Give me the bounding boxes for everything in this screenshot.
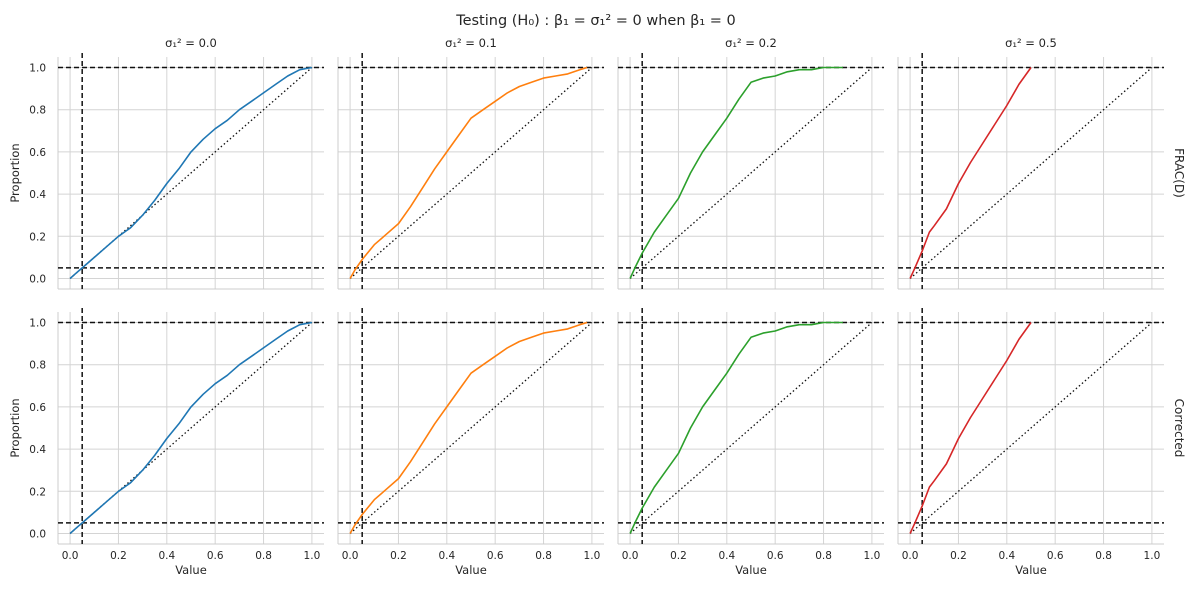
row-label: Corrected — [1172, 399, 1186, 458]
series-line — [349, 321, 588, 534]
panel-r0-c2: σ₁² = 0.2 — [617, 36, 884, 290]
x-tick-label: 1.0 — [304, 550, 321, 562]
y-tick-label: 0.8 — [29, 360, 46, 372]
diagonal-reference-line — [909, 67, 1153, 279]
column-title: σ₁² = 0.1 — [445, 36, 497, 50]
y-tick-label: 0.2 — [29, 231, 46, 243]
x-tick-label: 0.4 — [998, 550, 1015, 562]
diagonal-reference-line — [909, 322, 1153, 534]
panel-r0-c1: σ₁² = 0.1 — [337, 36, 604, 290]
row-label: FRAC(D) — [1172, 148, 1186, 198]
x-tick-label: 0.6 — [207, 550, 224, 562]
column-title: σ₁² = 0.0 — [165, 36, 217, 50]
y-tick-label: 0.8 — [29, 105, 46, 117]
y-tick-label: 1.0 — [29, 318, 46, 330]
series-line — [69, 321, 313, 535]
x-tick-label: 0.0 — [902, 550, 919, 562]
y-tick-label: 1.0 — [29, 63, 46, 75]
x-tick-label: 0.4 — [718, 550, 735, 562]
x-tick-label: 0.4 — [438, 550, 455, 562]
y-axis-label: Proportion — [8, 398, 22, 457]
diagonal-reference-line — [349, 67, 593, 279]
x-tick-label: 0.6 — [487, 550, 504, 562]
panel-r1-c2: 0.0 0.2 0.4 0.6 0.8 1.0 Value — [617, 308, 884, 577]
x-tick-label: 0.0 — [622, 550, 639, 562]
x-axis-label: Value — [735, 563, 767, 577]
x-tick-label: 0.6 — [1047, 550, 1064, 562]
x-tick-label: 0.2 — [390, 550, 407, 562]
x-tick-label: 0.6 — [767, 550, 784, 562]
diagonal-reference-line — [629, 322, 873, 534]
y-tick-label: 0.4 — [29, 444, 46, 456]
x-tick-label: 1.0 — [1144, 550, 1161, 562]
y-axis-label: Proportion — [8, 143, 22, 202]
x-tick-label: 1.0 — [584, 550, 601, 562]
y-tick-label: 0.0 — [29, 273, 46, 285]
y-tick-label: 0.4 — [29, 189, 46, 201]
x-tick-label: 0.8 — [815, 550, 832, 562]
panels-layer: 0.0 0.2 0.4 0.6 0.8 1.0 Proportion σ₁² = 0.0 σ₁²… — [8, 36, 1186, 577]
series-line — [69, 66, 313, 280]
x-tick-label: 0.8 — [535, 550, 552, 562]
x-tick-label: 0.2 — [110, 550, 127, 562]
series-line — [629, 321, 843, 534]
column-title: σ₁² = 0.2 — [725, 36, 777, 50]
x-tick-label: 0.4 — [158, 550, 175, 562]
x-axis-label: Value — [175, 563, 207, 577]
x-tick-label: 0.2 — [950, 550, 967, 562]
panel-r1-c3: 0.0 0.2 0.4 0.6 0.8 1.0 Value Corrected — [897, 308, 1186, 577]
y-tick-label: 0.6 — [29, 147, 46, 159]
panel-r1-c1: 0.0 0.2 0.4 0.6 0.8 1.0 Value — [337, 308, 604, 577]
x-tick-label: 0.8 — [255, 550, 272, 562]
diagonal-reference-line — [629, 67, 873, 279]
y-tick-label: 0.2 — [29, 486, 46, 498]
x-tick-label: 0.2 — [670, 550, 687, 562]
diagonal-reference-line — [349, 322, 593, 534]
x-tick-label: 0.0 — [62, 550, 79, 562]
x-tick-label: 1.0 — [864, 550, 881, 562]
y-tick-label: 0.6 — [29, 402, 46, 414]
x-tick-label: 0.8 — [1095, 550, 1112, 562]
panel-r0-c0: 0.0 0.2 0.4 0.6 0.8 1.0 Proportion σ₁² = 0.0 — [8, 36, 324, 290]
series-line — [349, 66, 588, 279]
y-tick-label: 0.0 — [29, 528, 46, 540]
x-axis-label: Value — [1015, 563, 1047, 577]
x-tick-label: 0.0 — [342, 550, 359, 562]
figure-title: Testing (H₀) : β₁ = σ₁² = 0 when β₁ = 0 — [455, 13, 736, 29]
x-axis-label: Value — [455, 563, 487, 577]
series-line — [909, 67, 1032, 279]
series-line — [909, 322, 1032, 534]
panel-r1-c0: 0.0 0.2 0.4 0.6 0.8 1.0 Proportion 0.0 0.2 0.4 0.6… — [8, 308, 324, 577]
series-line — [629, 66, 843, 279]
panel-r0-c3: σ₁² = 0.5 FRAC(D) — [897, 36, 1186, 290]
column-title: σ₁² = 0.5 — [1005, 36, 1057, 50]
